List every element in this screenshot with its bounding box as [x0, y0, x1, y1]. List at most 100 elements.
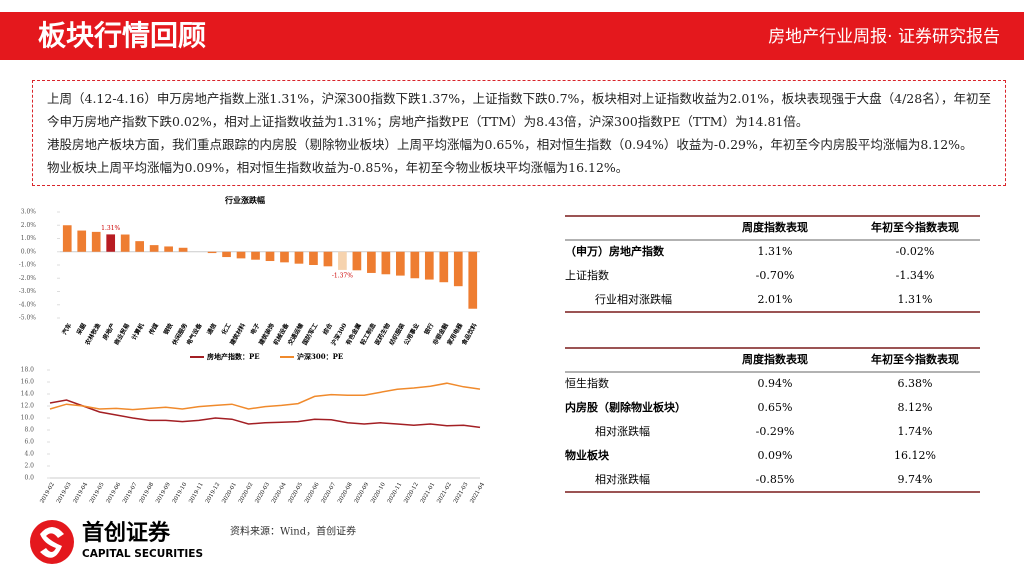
table-cell: 0.94% [758, 377, 793, 390]
x-tick-label: 2020-08 [337, 481, 354, 504]
bar [424, 251, 434, 280]
x-tick-label: 2021-02 [436, 482, 453, 505]
legend-label: 沪深300：PE [297, 352, 343, 361]
table-cell: 内房股（剔除物业板块） [565, 400, 686, 414]
summary-box: 上周（4.12-4.16）申万房地产指数上涨1.31%，沪深300指数下跌1.3… [32, 80, 1006, 186]
x-tick-label: 2019-11 [188, 482, 205, 505]
bar [135, 241, 144, 252]
table-cell: 1.31% [758, 245, 793, 258]
y-tick-label: -1.0% [19, 262, 37, 269]
x-tick-label: 2019-10 [172, 481, 189, 504]
x-tick-label: 综合 [321, 321, 334, 336]
bar [453, 251, 463, 287]
x-tick-label: 钢铁 [162, 322, 175, 336]
y-tick-label: -2.0% [19, 275, 37, 282]
y-tick-label: 3.0% [21, 209, 37, 216]
bar [251, 251, 260, 260]
bar [323, 251, 333, 267]
bar [410, 251, 420, 279]
table-cell: -1.34% [896, 269, 935, 282]
bar [91, 231, 101, 252]
x-tick-label: 2019-05 [89, 481, 106, 504]
x-tick-label: 2021-03 [453, 481, 470, 504]
y-tick-label: -5.0% [19, 315, 37, 322]
bar [352, 251, 362, 271]
y-tick-label: 12.0 [21, 403, 35, 410]
bar [62, 225, 72, 252]
y-tick-label: 0.0% [21, 248, 37, 255]
table-header: 年初至今指数表现 [871, 220, 959, 234]
table-cell: -0.02% [896, 245, 935, 258]
x-tick-label: 2019-03 [56, 481, 73, 504]
x-tick-label: 2019-07 [122, 481, 139, 504]
bar [149, 245, 159, 252]
bar [309, 251, 318, 265]
x-tick-label: 汽车 [60, 322, 73, 336]
table-cell: -0.70% [756, 269, 795, 282]
legend-label: 房地产指数：PE [207, 352, 260, 361]
table-cell: 0.65% [758, 401, 793, 414]
x-tick-label: 2020-09 [354, 481, 371, 504]
bar [77, 230, 87, 252]
table-cell: 1.31% [898, 293, 933, 306]
x-tick-label: 2019-08 [139, 481, 156, 504]
bar [338, 251, 347, 270]
x-tick-label: 电子 [249, 322, 262, 336]
summary-text: 港股房地产板块方面，我们重点跟踪的内房股（剔除物业板块）上周平均涨幅为0.65%… [47, 137, 973, 152]
bar [222, 251, 231, 258]
table-cell: 16.12% [894, 449, 936, 462]
bar [120, 234, 130, 252]
summary-text: 上周（4.12-4.16）申万房地产指数上涨1.31%，沪深300指数下跌1.3… [47, 91, 991, 129]
x-tick-label: 电气设备 [185, 321, 204, 347]
header-subtitle: 房地产行业周报· 证券研究报告 [768, 27, 1000, 47]
bar [265, 251, 275, 262]
bar [396, 251, 405, 276]
table-cell: 6.38% [898, 377, 933, 390]
table-header: 周度指数表现 [742, 220, 808, 234]
table-cell: 8.12% [898, 401, 933, 414]
table-cell: -0.85% [756, 473, 795, 486]
y-tick-label: 2.0 [24, 463, 34, 470]
x-tick-label: 2020-04 [271, 481, 288, 504]
x-tick-label: 2020-11 [387, 482, 404, 505]
x-tick-label: 计算机 [130, 322, 146, 342]
x-tick-label: 2020-10 [370, 481, 387, 504]
x-tick-label: 银行 [422, 322, 435, 336]
summary-text: 物业板块上周平均涨幅为0.09%，相对恒生指数收益为-0.85%，年初至今物业板… [47, 160, 629, 175]
table-cell: 恒生指数 [565, 376, 609, 390]
data-label: 1.31% [101, 225, 120, 232]
source-note: 资料来源：Wind，首创证券 [230, 525, 356, 538]
chart-title: 行业涨跌幅 [224, 195, 265, 205]
x-tick-label: 2020-03 [254, 481, 271, 504]
y-tick-label: 8.0 [24, 427, 34, 434]
x-tick-label: 2020-06 [304, 481, 321, 504]
x-tick-label: 传媒 [147, 321, 161, 337]
logo-mark [40, 527, 64, 558]
table-cell: 9.74% [898, 473, 933, 486]
table-cell: 1.74% [898, 425, 933, 438]
y-tick-label: 10.0 [21, 415, 35, 422]
bar [178, 247, 188, 252]
x-tick-label: 2019-06 [106, 481, 123, 504]
y-tick-label: 0.0 [24, 475, 34, 482]
logo-name: 首创证券 [82, 520, 171, 546]
table-header: 年初至今指数表现 [871, 352, 959, 366]
x-tick-label: 通信 [205, 322, 218, 336]
table-cell: 2.01% [758, 293, 793, 306]
x-tick-label: 2021-01 [420, 482, 437, 505]
x-tick-label: 2020-02 [238, 482, 255, 505]
table-cell: 0.09% [758, 449, 793, 462]
logo-english: CAPITAL SECURITIES [82, 548, 203, 560]
y-tick-label: 14.0 [21, 391, 35, 398]
header-bar [0, 12, 1024, 60]
bar [106, 234, 116, 252]
y-tick-label: 1.0% [21, 235, 37, 242]
table-cell: 行业相对涨跌幅 [595, 292, 672, 306]
y-tick-label: -3.0% [19, 288, 37, 295]
y-tick-label: 18.0 [21, 367, 35, 374]
x-tick-label: 2019-12 [205, 482, 222, 505]
x-tick-label: 2019-09 [155, 481, 172, 504]
bar [280, 251, 289, 263]
table-header: 周度指数表现 [742, 352, 808, 366]
